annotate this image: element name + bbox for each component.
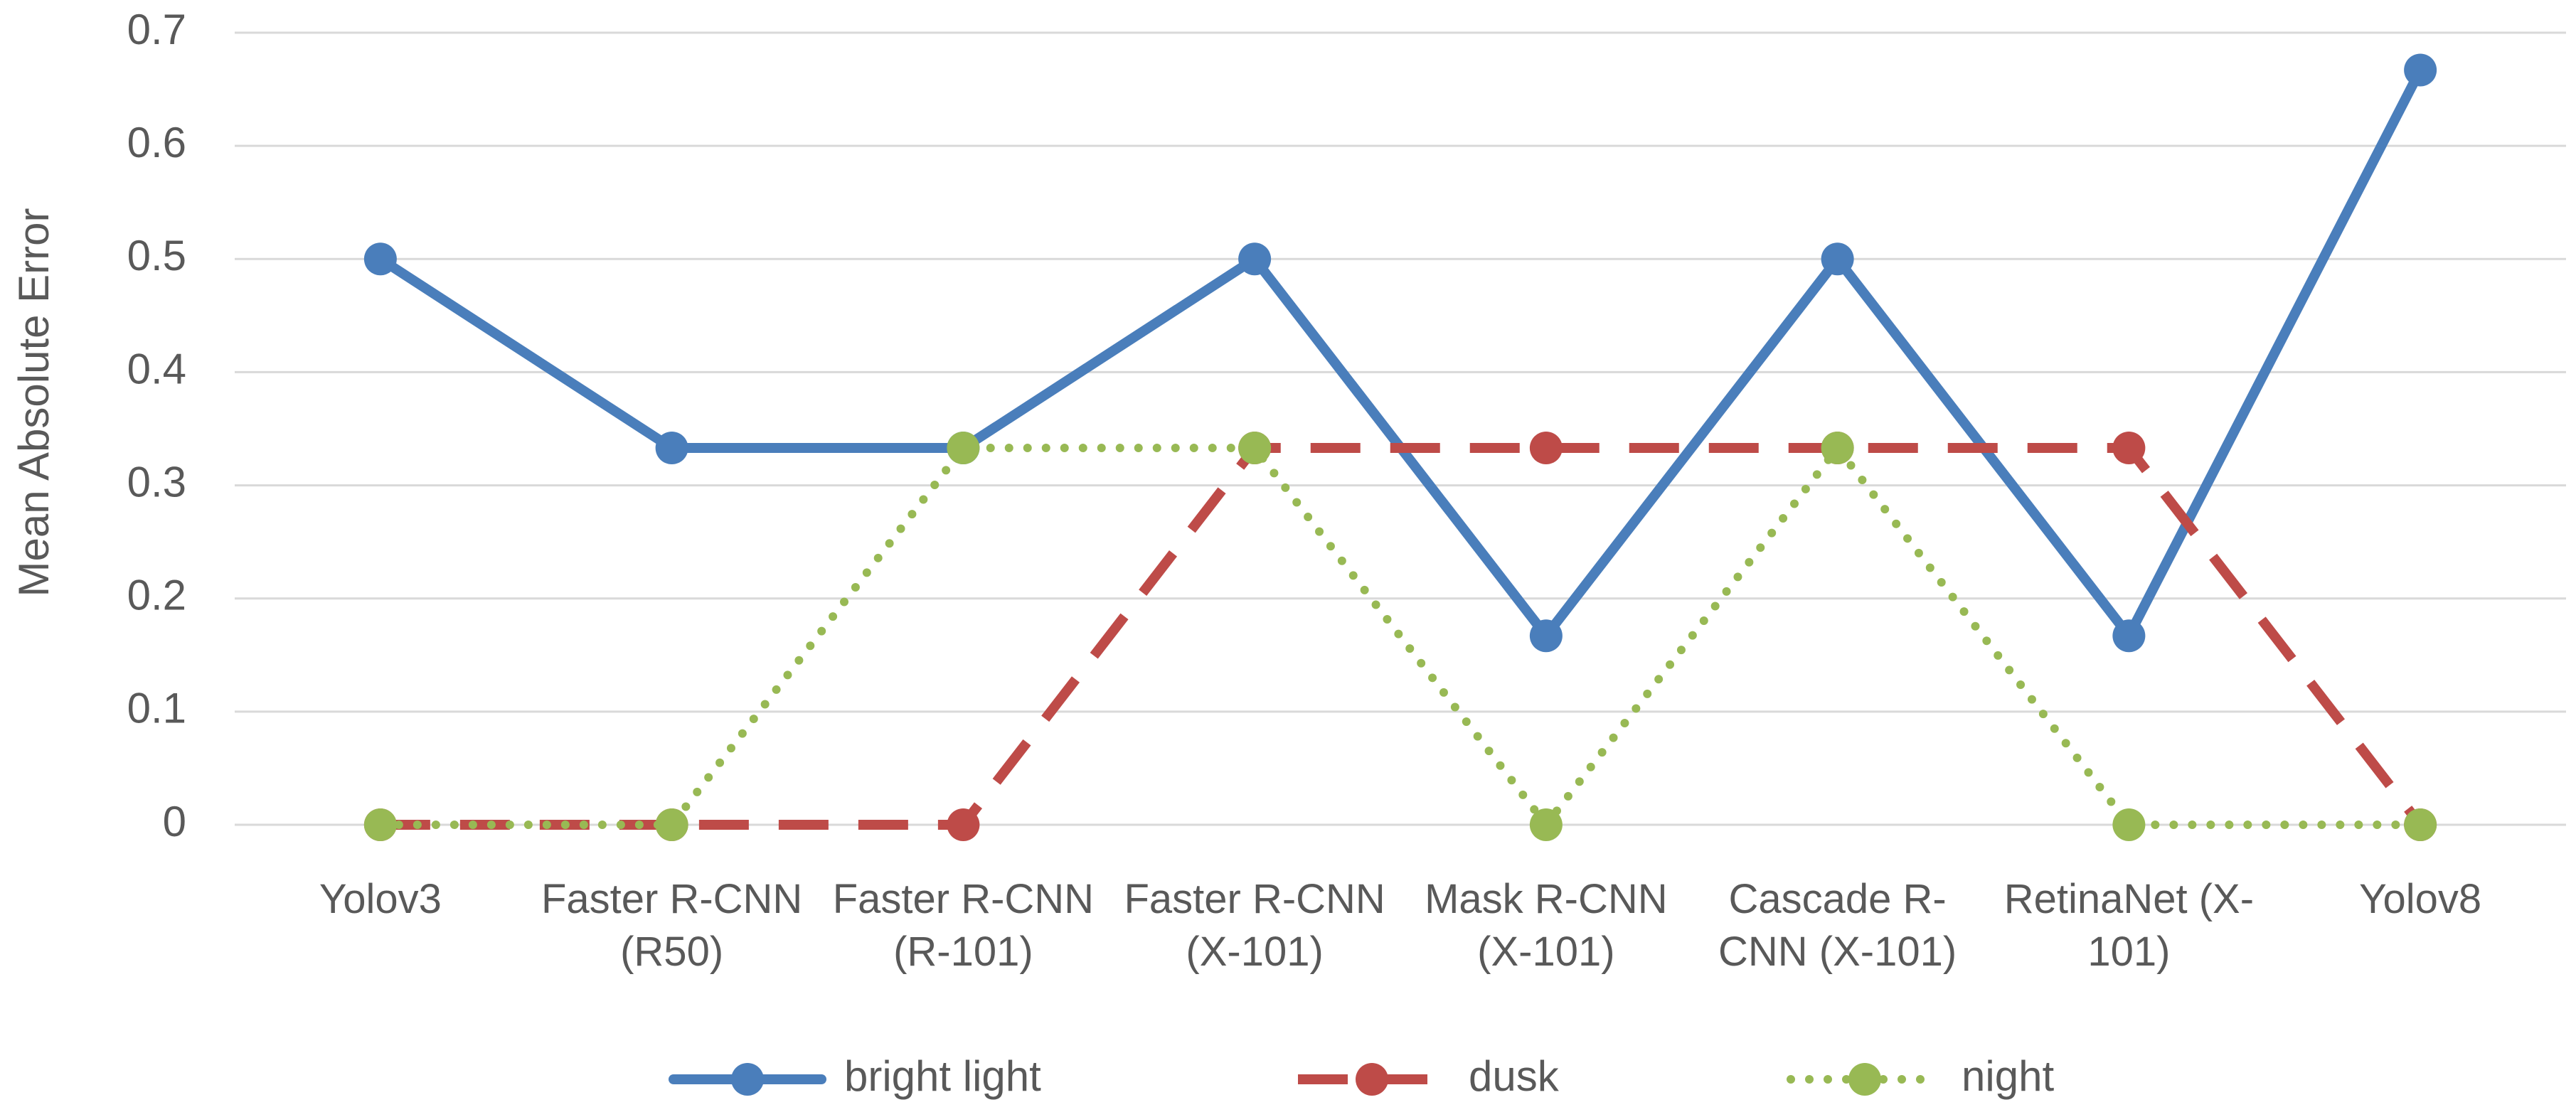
legend-label: dusk bbox=[1469, 1052, 1560, 1100]
data-point bbox=[1529, 619, 1563, 653]
y-tick-label: 0.4 bbox=[127, 345, 186, 392]
legend-marker bbox=[731, 1063, 764, 1096]
data-point bbox=[1821, 432, 1854, 465]
y-axis-title: Mean Absolute Error bbox=[10, 208, 58, 597]
series-line bbox=[376, 441, 2425, 832]
data-point bbox=[2404, 808, 2437, 841]
data-point bbox=[1529, 808, 1563, 841]
legend-label: night bbox=[1962, 1052, 2054, 1100]
data-point bbox=[947, 808, 980, 841]
x-tick-label: Cascade R-CNN (X-101) bbox=[1718, 876, 1957, 975]
x-tick-label: RetinaNet (X-101) bbox=[2003, 876, 2255, 975]
x-tick-label: Mask R-CNN (X-101) bbox=[1425, 876, 1668, 975]
x-tick-label: Faster R-CNN (R50) bbox=[541, 876, 803, 975]
x-tick-label: Faster R-CNN (R-101) bbox=[832, 876, 1095, 975]
legend-marker bbox=[1848, 1063, 1881, 1096]
y-tick-label: 0.3 bbox=[127, 458, 186, 506]
y-tick-label: 0.2 bbox=[127, 572, 186, 619]
legend-label: bright light bbox=[844, 1052, 1041, 1100]
y-tick-label: 0.1 bbox=[127, 685, 186, 732]
data-point bbox=[2112, 432, 2146, 465]
data-point bbox=[655, 432, 688, 465]
y-tick-label: 0.7 bbox=[127, 6, 186, 53]
y-tick-label: 0.6 bbox=[127, 119, 186, 166]
legend-marker bbox=[1356, 1063, 1388, 1096]
x-tick-label: Yolov8 bbox=[2359, 876, 2482, 922]
series-line bbox=[380, 443, 2425, 830]
y-tick-label: 0 bbox=[163, 798, 186, 845]
y-tick-label: 0.5 bbox=[127, 232, 186, 279]
series-line bbox=[375, 65, 2426, 641]
data-point bbox=[363, 242, 397, 276]
data-point bbox=[2112, 619, 2146, 653]
x-tick-label: Yolov3 bbox=[319, 876, 442, 922]
data-point bbox=[1821, 242, 1854, 276]
data-point bbox=[2404, 53, 2437, 87]
data-point bbox=[947, 432, 980, 465]
data-point bbox=[1238, 432, 1272, 465]
data-point bbox=[2112, 808, 2146, 841]
data-point bbox=[655, 808, 688, 841]
data-point bbox=[363, 808, 397, 841]
data-point bbox=[1238, 242, 1272, 276]
x-tick-label: Faster R-CNN (X-101) bbox=[1124, 876, 1385, 975]
data-point bbox=[1529, 432, 1563, 465]
